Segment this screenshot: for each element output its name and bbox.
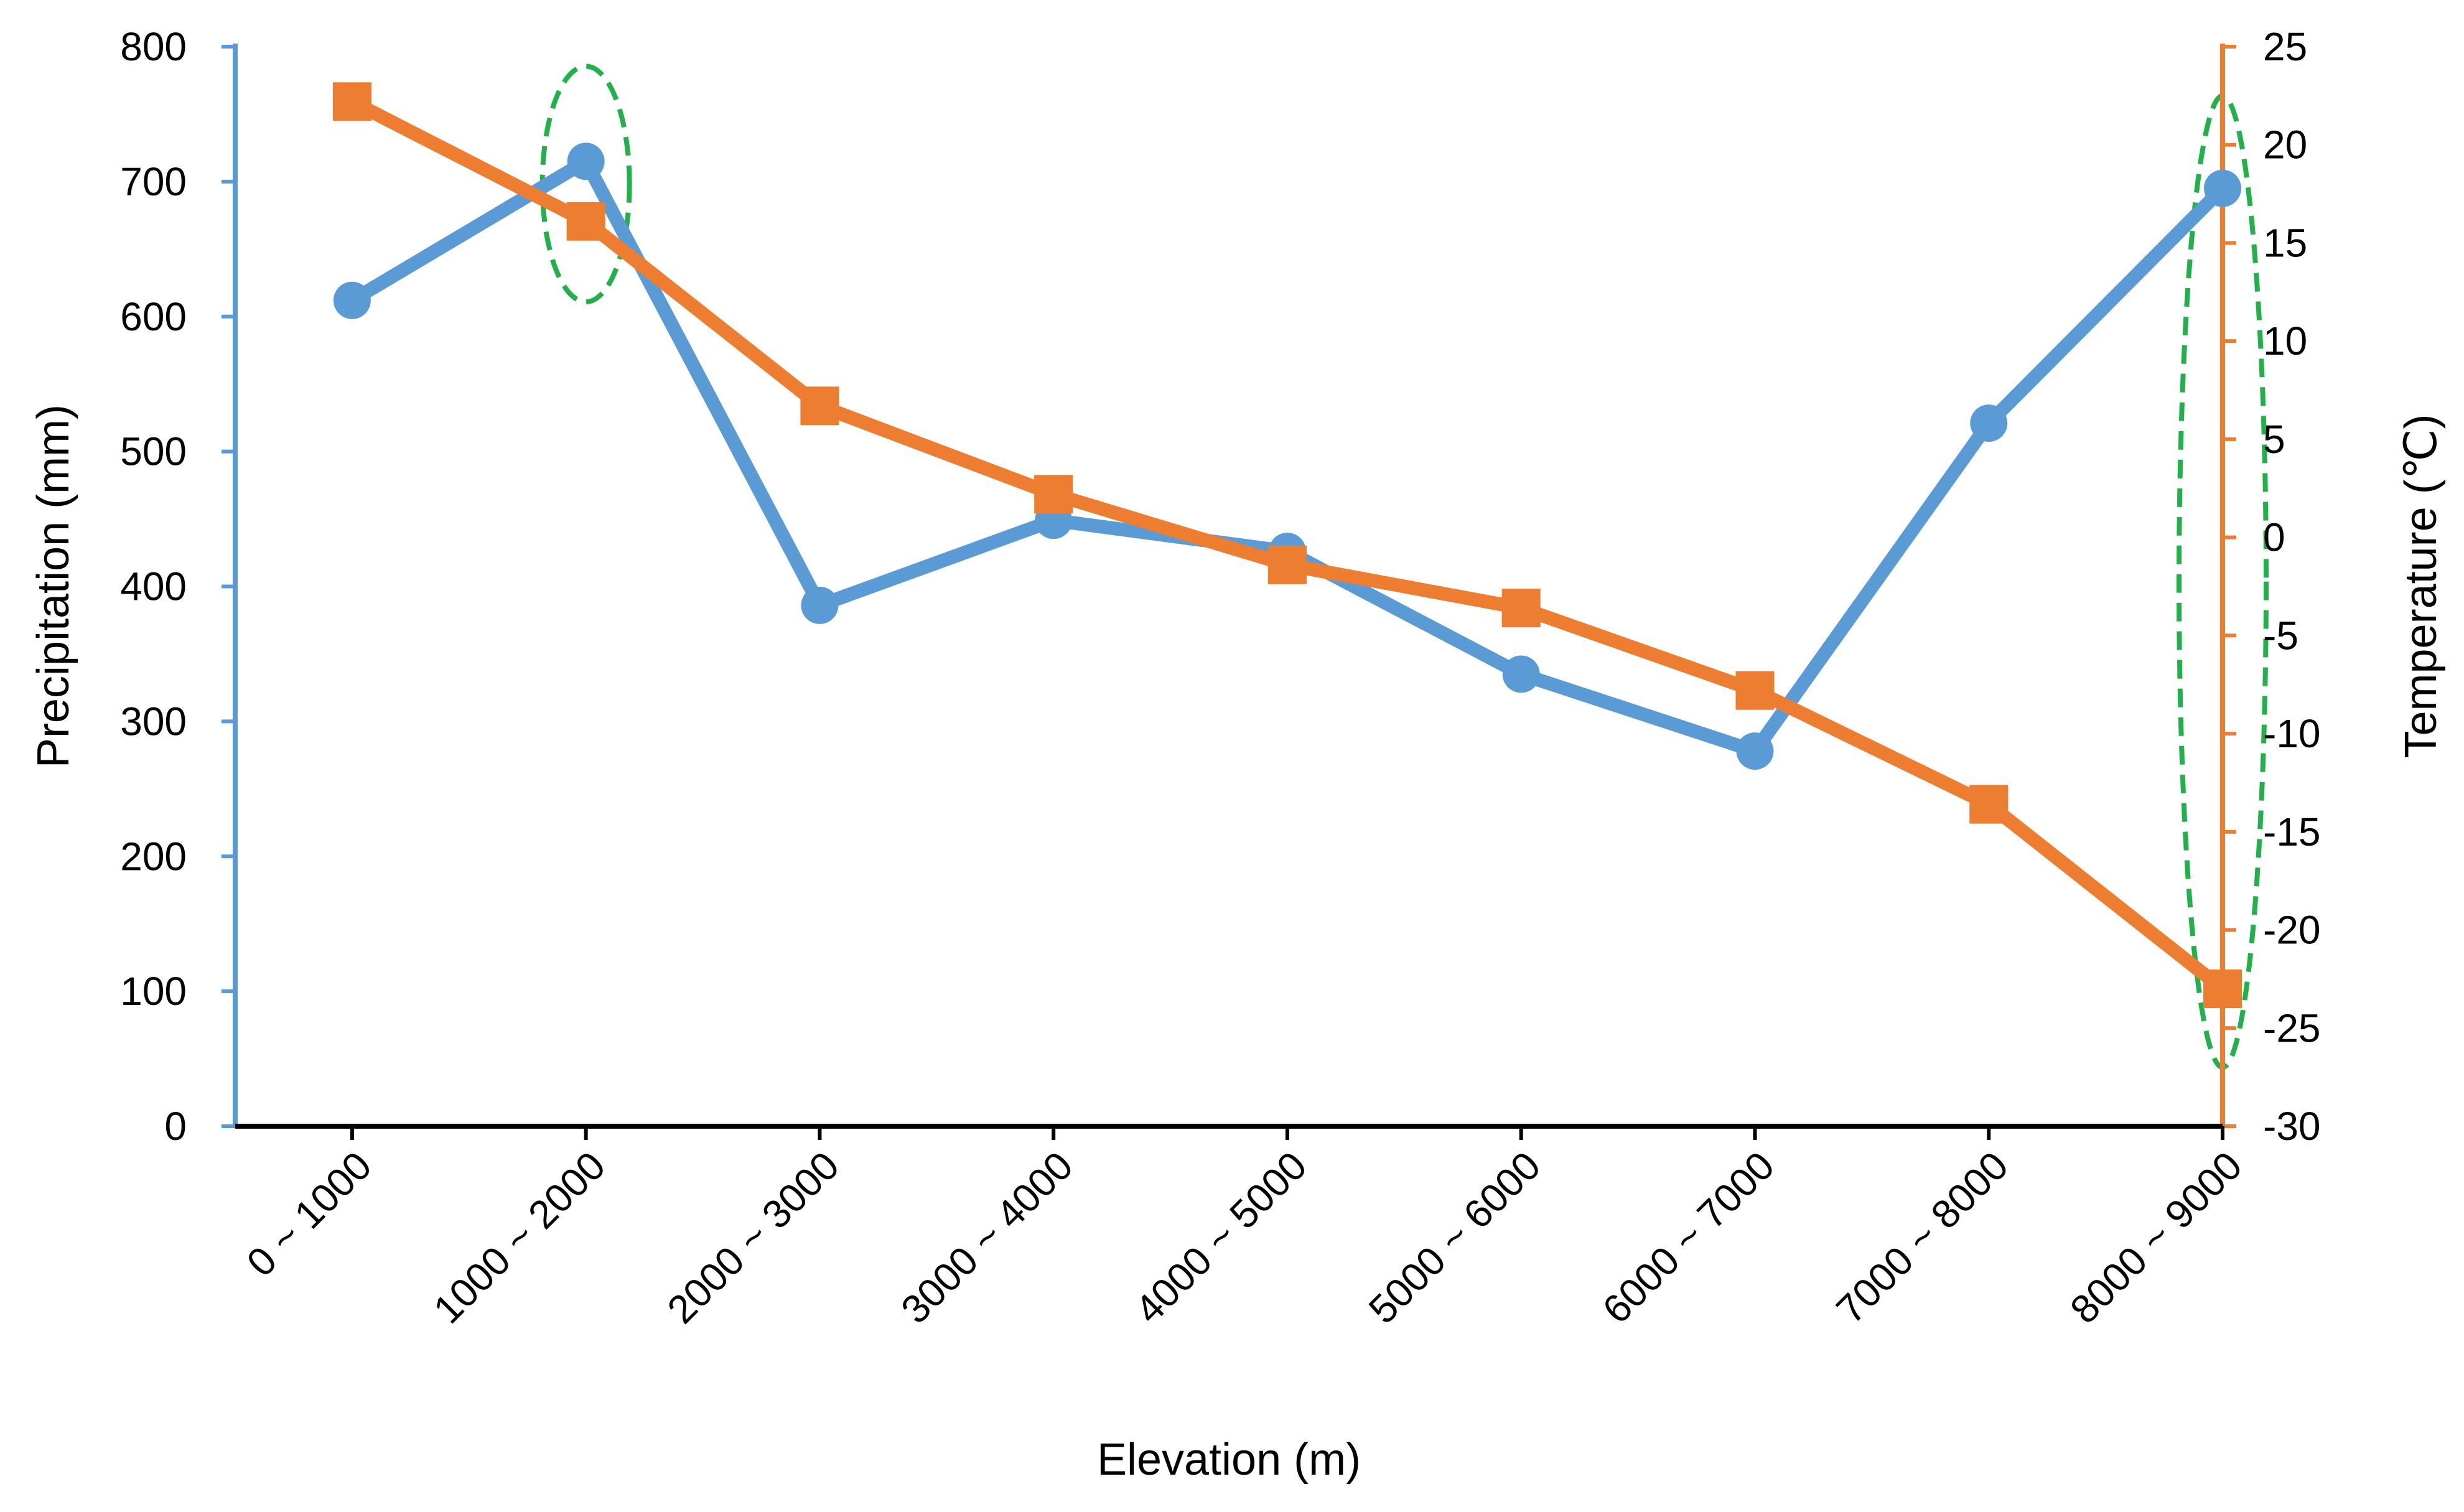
y-axis-right-tick-label: 5 (2263, 417, 2285, 462)
x-axis-tick-label: 2000 ~ 3000 (658, 1143, 847, 1332)
series-layer (332, 82, 2242, 1009)
y-axis-left-tick-label: 0 (164, 1104, 187, 1149)
y-axis-left-tick-label: 400 (120, 564, 187, 609)
y-axis-left-tick-label: 600 (120, 294, 187, 339)
y-axis-left-tick-label: 700 (120, 159, 187, 204)
temperature-point (1501, 589, 1541, 628)
precipitation-point (1502, 655, 1540, 693)
y-axis-right-tick-label: -20 (2263, 908, 2321, 953)
x-axis-tick-label: 8000 ~ 9000 (2061, 1143, 2251, 1332)
y-axis-right-tick-label: -25 (2263, 1006, 2321, 1050)
temperature-point (1034, 475, 1073, 514)
x-axis-tick-label: 6000 ~ 7000 (1594, 1143, 1783, 1332)
series-temperature (332, 82, 2242, 1009)
x-axis-tick-label: 1000 ~ 2000 (425, 1143, 614, 1332)
y-axis-right-tick-label: -30 (2263, 1104, 2321, 1149)
precipitation-point (1736, 732, 1774, 770)
temperature-point (1969, 785, 2009, 824)
y-axis-right-tick-label: 0 (2263, 515, 2285, 560)
y-axis-left-tick-label: 100 (120, 969, 187, 1014)
temperature-point (800, 386, 839, 426)
x-axis-tick-label: 0 ~ 1000 (238, 1143, 380, 1285)
precipitation-point (1970, 404, 2008, 442)
temperature-point (1267, 545, 1307, 584)
temperature-point (332, 82, 371, 121)
axes-layer: 0100200300400500600700800-30-25-20-15-10… (120, 24, 2320, 1332)
precipitation-point (333, 281, 371, 319)
x-axis-tick-label: 5000 ~ 6000 (1360, 1143, 1549, 1332)
precipitation-point (801, 586, 839, 624)
precipitation-point (2204, 169, 2241, 207)
y-axis-title-right: Temperature (℃) (2396, 414, 2446, 758)
x-axis-title: Elevation (m) (1097, 1435, 1361, 1485)
y-axis-title-left: Precipitation (mm) (29, 404, 78, 768)
y-axis-right-tick-label: 25 (2263, 24, 2307, 69)
temperature-point (566, 202, 605, 241)
y-axis-right-tick-label: 15 (2263, 220, 2307, 265)
precipitation-point (567, 142, 605, 180)
x-axis-tick-label: 7000 ~ 8000 (1827, 1143, 2017, 1332)
temperature-point (1735, 671, 1775, 710)
series-precipitation (333, 142, 2241, 770)
y-axis-left-tick-label: 300 (120, 699, 187, 744)
y-axis-left-tick-label: 200 (120, 834, 187, 879)
x-axis-tick-label: 3000 ~ 4000 (892, 1143, 1081, 1332)
x-axis-tick-label: 4000 ~ 5000 (1126, 1143, 1315, 1332)
temperature-point (2203, 969, 2242, 1009)
y-axis-left-tick-label: 500 (120, 429, 187, 474)
y-axis-right-tick-label: -5 (2263, 613, 2298, 658)
y-axis-left-tick-label: 800 (120, 24, 187, 69)
y-axis-right-tick-label: 10 (2263, 319, 2307, 363)
y-axis-right-tick-label: 20 (2263, 123, 2307, 167)
y-axis-right-tick-label: -10 (2263, 711, 2321, 756)
y-axis-right-tick-label: -15 (2263, 810, 2321, 854)
